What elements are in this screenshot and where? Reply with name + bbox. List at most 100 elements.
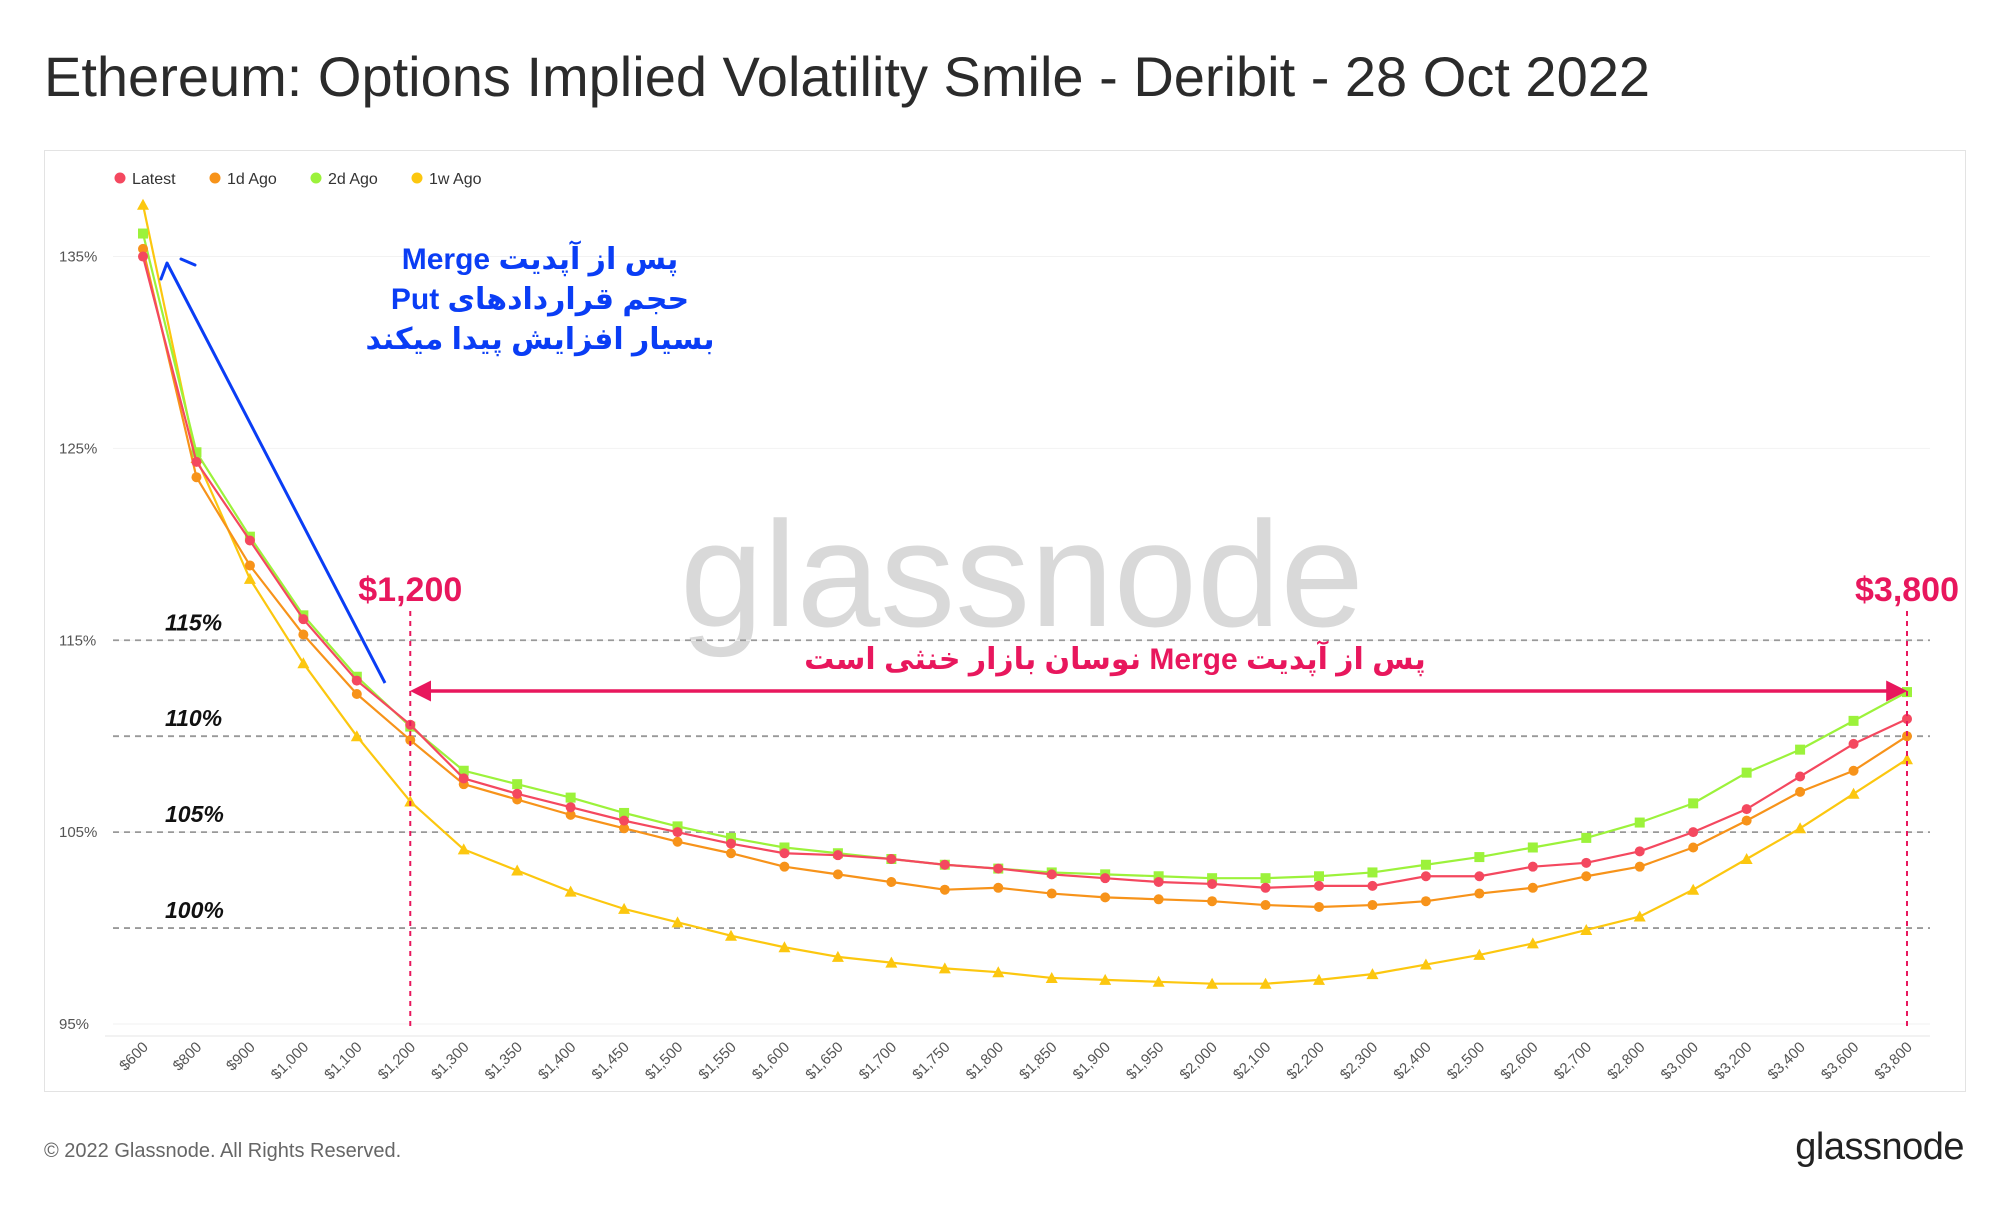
data-point: [1206, 977, 1219, 989]
data-point: [458, 765, 469, 776]
data-point: [138, 243, 148, 254]
data-point: [993, 882, 1004, 893]
data-point: [1688, 827, 1699, 838]
series-line-1d-ago: [141, 248, 1908, 909]
data-point: [672, 827, 683, 838]
data-point: [404, 795, 417, 807]
data-point: [1474, 871, 1485, 882]
data-point: [1100, 873, 1111, 884]
data-point: [1527, 861, 1538, 872]
data-point: [1260, 882, 1271, 893]
data-point: [1794, 822, 1807, 834]
x-tick-label: $3,800: [1871, 1039, 1915, 1083]
series-line-1w-ago: [141, 204, 1908, 985]
glassnode-logo[interactable]: glassnode: [1795, 1126, 1964, 1168]
legend-label: 1w Ago: [429, 171, 482, 188]
data-point: [1045, 971, 1058, 983]
data-point: [1153, 877, 1164, 888]
data-point: [1901, 753, 1913, 765]
data-point: [1207, 878, 1218, 889]
x-tick-label: $1,300: [428, 1039, 472, 1083]
data-point: [1367, 880, 1378, 891]
x-tick-label: $3,400: [1764, 1039, 1808, 1083]
chart-panel: glassnode Latest 1d Ago 2d Ago 1w Ago 95% 105%…: [44, 150, 1966, 1092]
x-tick-label: $1,500: [642, 1039, 686, 1083]
data-point: [672, 836, 683, 847]
data-point: [725, 929, 737, 941]
legend-label: 1d Ago: [227, 171, 277, 188]
x-tick-label: $3,000: [1658, 1039, 1702, 1083]
y-tick-label: 125%: [59, 440, 97, 457]
x-tick-label: $2,100: [1230, 1039, 1274, 1083]
x-tick-label: $2,800: [1604, 1039, 1648, 1083]
data-point: [1688, 842, 1699, 853]
data-point: [1153, 871, 1164, 882]
data-point: [1419, 958, 1432, 970]
data-point: [1474, 888, 1485, 899]
x-tick-label: $1,400: [535, 1039, 579, 1083]
data-point: [1795, 771, 1806, 782]
legend-label: Latest: [132, 171, 176, 188]
x-tick-label: $1,100: [321, 1039, 365, 1083]
data-point: [1153, 894, 1164, 905]
data-point: [886, 877, 897, 888]
legend-item: 2d Ago: [310, 171, 378, 188]
x-tick-label: $2,400: [1390, 1039, 1434, 1083]
x-tick-label: $1,200: [375, 1039, 419, 1083]
data-point: [1902, 731, 1912, 742]
data-point: [244, 560, 255, 571]
x-tick-label: $1,350: [482, 1039, 526, 1083]
data-point: [1473, 948, 1486, 960]
chart-svg: glassnode Latest 1d Ago 2d Ago 1w Ago 95% 105%…: [59, 171, 1959, 1083]
page-title: Ethereum: Options Implied Volatility Smi…: [44, 45, 1651, 108]
data-point: [832, 869, 843, 880]
data-point: [1366, 968, 1379, 980]
data-point: [1526, 937, 1539, 949]
data-point: [831, 950, 844, 962]
data-point: [1581, 857, 1592, 868]
data-point: [778, 941, 791, 953]
data-point: [1259, 977, 1272, 989]
data-point: [512, 779, 523, 790]
data-point: [1314, 880, 1324, 891]
x-tick-label: $2,500: [1444, 1039, 1488, 1083]
legend-swatch: [209, 172, 221, 184]
put-note-arrow-shaft: [165, 262, 387, 684]
data-point: [1741, 815, 1752, 826]
data-point: [243, 572, 256, 584]
x-tick-label: $1,000: [268, 1039, 312, 1083]
data-point: [1847, 787, 1860, 799]
data-point: [191, 456, 202, 467]
x-tick-label: $2,200: [1283, 1039, 1327, 1083]
x-tick-label: $2,700: [1551, 1039, 1595, 1083]
x-tick-label: $1,950: [1123, 1039, 1167, 1083]
put-note-text: بسیار افزایش پیدا میکند: [365, 323, 714, 357]
data-point: [1527, 842, 1538, 853]
put-note-text: پس از آپدیت Merge: [402, 240, 679, 277]
data-point: [1741, 804, 1752, 815]
legend-item: 1w Ago: [411, 171, 482, 188]
data-point: [672, 821, 683, 832]
y-tick-label: 115%: [59, 632, 96, 649]
x-tick-label: $1,700: [856, 1039, 900, 1083]
put-note-text: حجم قراردادهای Put: [391, 283, 689, 317]
range-end-label: $3,800: [1855, 571, 1959, 609]
data-point: [1581, 871, 1592, 882]
legend-swatch: [114, 172, 126, 184]
data-point: [512, 788, 523, 799]
data-point: [726, 832, 736, 843]
range-start-label: $1,200: [358, 571, 462, 609]
y-tick-label: 105%: [59, 824, 97, 841]
data-point: [565, 809, 576, 820]
data-point: [1474, 852, 1485, 863]
data-point: [1314, 901, 1324, 912]
data-point: [1099, 973, 1112, 985]
y-tick-label: 95%: [59, 1016, 89, 1033]
data-point: [565, 802, 576, 813]
data-point: [1795, 744, 1806, 755]
data-point: [886, 854, 897, 864]
data-point: [671, 916, 684, 928]
data-point: [1634, 861, 1645, 872]
data-point: [1046, 869, 1057, 880]
data-point: [1207, 873, 1218, 884]
